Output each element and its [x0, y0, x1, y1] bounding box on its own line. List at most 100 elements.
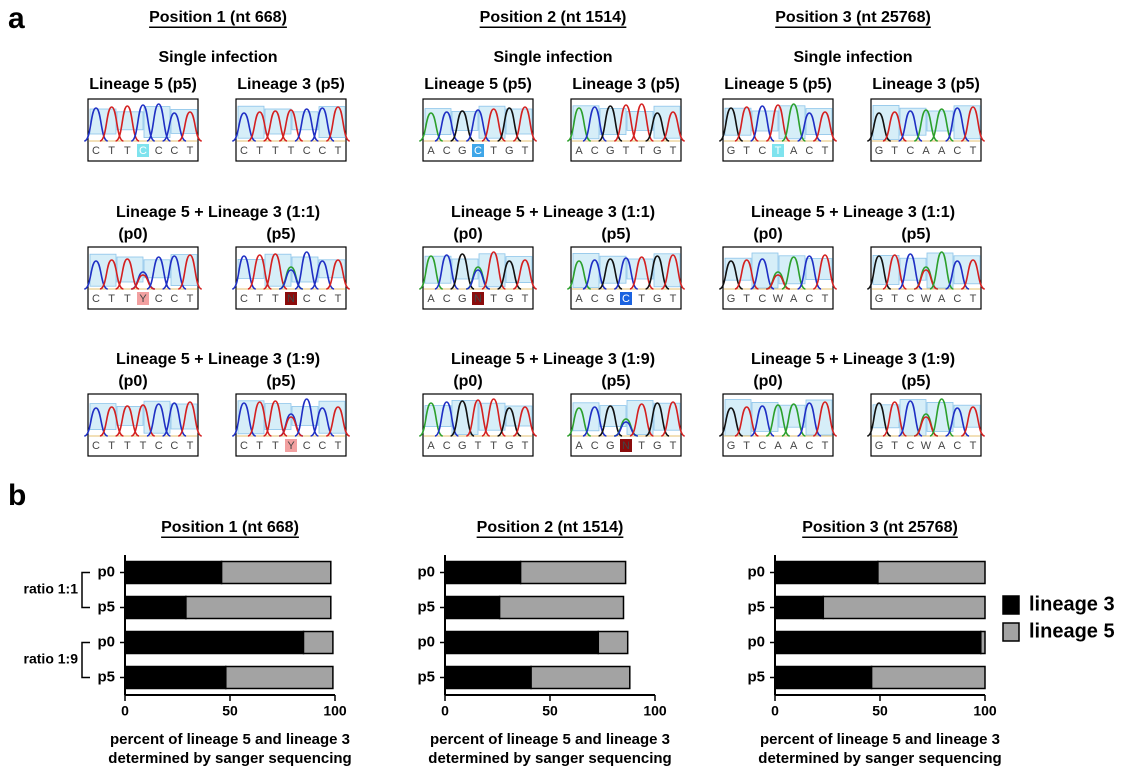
base-call: N — [287, 293, 295, 305]
x-axis-label: determined by sanger sequencing — [758, 750, 1001, 767]
base-call: A — [427, 440, 435, 452]
base-call: G — [875, 145, 884, 157]
trace-label: (p5) — [901, 373, 930, 390]
base-call: W — [773, 293, 784, 305]
position-title: Position 3 (nt 25768) — [775, 9, 931, 26]
base-call: N — [622, 440, 630, 452]
trace-label: (p0) — [118, 373, 147, 390]
base-call: A — [790, 293, 798, 305]
base-call: C — [805, 293, 813, 305]
base-call: G — [653, 145, 662, 157]
base-call: A — [922, 145, 930, 157]
base-call: T — [187, 145, 194, 157]
base-call: C — [155, 293, 163, 305]
base-call: T — [891, 293, 898, 305]
base-call: G — [727, 440, 736, 452]
base-call: G — [505, 145, 514, 157]
base-call: C — [591, 440, 599, 452]
base-call: C — [92, 145, 100, 157]
base-call: G — [606, 293, 615, 305]
quality-bar — [425, 406, 451, 427]
bar-segment — [125, 632, 304, 654]
position-title: Position 2 (nt 1514) — [480, 9, 627, 26]
base-call: G — [653, 293, 662, 305]
bar-segment — [445, 562, 521, 584]
trace-label: (p5) — [601, 226, 630, 243]
bar-segment — [872, 667, 985, 689]
base-call: G — [727, 293, 736, 305]
condition-title: Lineage 5 + Lineage 3 (1:1) — [751, 204, 955, 221]
base-call: G — [505, 440, 514, 452]
bar-segment — [125, 562, 222, 584]
group-label: ratio 1:9 — [24, 651, 79, 667]
base-call: C — [758, 440, 766, 452]
quality-bar — [144, 260, 170, 278]
condition-title: Single infection — [493, 49, 612, 66]
base-call: T — [638, 293, 645, 305]
x-tick-label: 50 — [542, 703, 558, 719]
x-tick-label: 50 — [222, 703, 238, 719]
x-tick-label: 100 — [973, 703, 997, 719]
y-tick-label: p5 — [747, 668, 765, 685]
base-call: A — [774, 440, 782, 452]
condition-title: Lineage 5 + Lineage 3 (1:9) — [751, 351, 955, 368]
x-axis-label: determined by sanger sequencing — [108, 750, 351, 767]
trace-label: (p5) — [601, 373, 630, 390]
base-call: C — [906, 293, 914, 305]
base-call: T — [108, 440, 115, 452]
base-call: T — [256, 145, 263, 157]
base-call: T — [638, 145, 645, 157]
base-call: T — [272, 293, 279, 305]
panel-label: b — [8, 479, 26, 512]
trace-label: (p5) — [266, 373, 295, 390]
bar-segment — [598, 632, 627, 654]
base-call: T — [970, 145, 977, 157]
base-call: A — [938, 145, 946, 157]
bar-segment — [878, 562, 985, 584]
base-call: W — [921, 440, 932, 452]
base-call: C — [591, 145, 599, 157]
base-call: T — [256, 293, 263, 305]
base-call: T — [108, 293, 115, 305]
base-call: Y — [287, 440, 295, 452]
bar-segment — [186, 597, 331, 619]
base-call: A — [575, 293, 583, 305]
base-call: C — [443, 145, 451, 157]
legend-label: lineage 5 — [1029, 620, 1115, 642]
trace-label: (p0) — [753, 226, 782, 243]
bar-segment — [445, 667, 531, 689]
base-call: T — [743, 293, 750, 305]
base-call: C — [318, 145, 326, 157]
base-call: G — [505, 293, 514, 305]
bar-segment — [823, 597, 985, 619]
y-tick-label: p0 — [747, 633, 765, 650]
base-call: A — [427, 145, 435, 157]
bar-segment — [500, 597, 624, 619]
base-call: C — [318, 293, 326, 305]
base-call: T — [272, 145, 279, 157]
trace-label: Lineage 5 (p5) — [724, 76, 832, 93]
group-bracket — [82, 573, 90, 608]
legend-swatch — [1003, 623, 1019, 641]
base-call: T — [272, 440, 279, 452]
base-call: T — [638, 440, 645, 452]
trace-label: (p0) — [453, 226, 482, 243]
base-call: T — [256, 440, 263, 452]
y-tick-label: p5 — [747, 598, 765, 615]
trace-label: (p0) — [753, 373, 782, 390]
page: a b Position 1 (nt 668)Single infectionL… — [0, 0, 1133, 768]
base-call: T — [670, 145, 677, 157]
chart-title: Position 1 (nt 668) — [161, 519, 299, 536]
base-call: T — [623, 145, 630, 157]
y-tick-label: p5 — [97, 668, 115, 685]
trace-label: Lineage 3 (p5) — [872, 76, 980, 93]
chart-title: Position 2 (nt 1514) — [477, 519, 624, 536]
x-tick-label: 0 — [121, 703, 129, 719]
base-call: T — [891, 145, 898, 157]
base-call: T — [140, 440, 147, 452]
condition-title: Single infection — [793, 49, 912, 66]
base-call: T — [108, 145, 115, 157]
base-call: G — [606, 145, 615, 157]
bar-segment — [775, 667, 872, 689]
base-call: T — [743, 440, 750, 452]
